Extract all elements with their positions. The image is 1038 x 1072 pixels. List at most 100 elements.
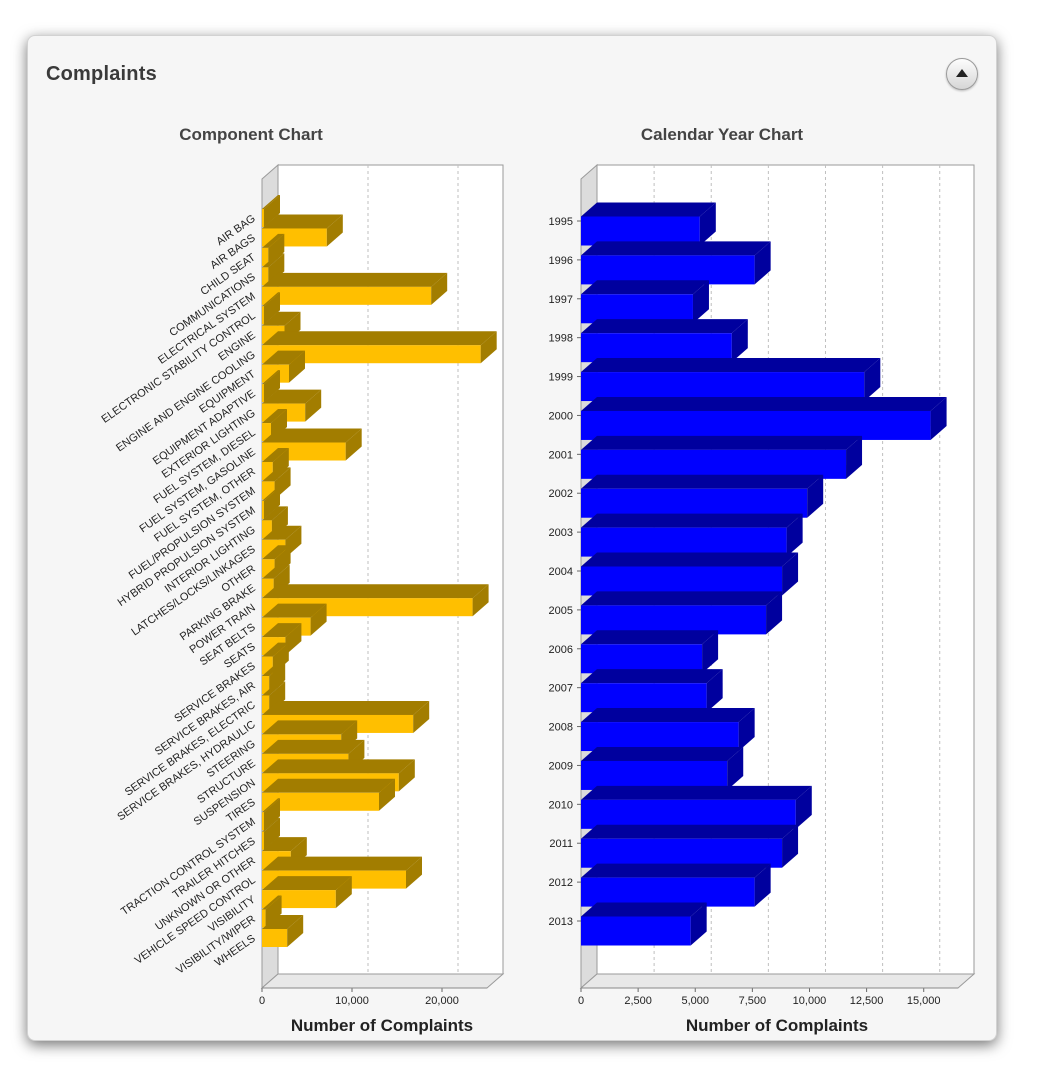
bar-front-face bbox=[581, 799, 796, 829]
bar[interactable] bbox=[581, 319, 748, 363]
bar-end-face bbox=[285, 623, 302, 656]
bar-top-face bbox=[262, 662, 286, 677]
bar-top-face bbox=[262, 876, 352, 891]
bar[interactable] bbox=[581, 669, 723, 713]
bar-top-face bbox=[581, 241, 771, 256]
bar[interactable] bbox=[262, 195, 280, 227]
bar-front-face bbox=[581, 566, 783, 596]
bar-front-face bbox=[262, 520, 272, 539]
bar[interactable] bbox=[262, 233, 285, 266]
bar-front-face bbox=[581, 255, 755, 285]
bar[interactable] bbox=[581, 513, 803, 557]
bar-top-face bbox=[262, 389, 322, 404]
bar[interactable] bbox=[262, 370, 280, 403]
category-label: 2008 bbox=[549, 722, 573, 734]
bar[interactable] bbox=[262, 817, 280, 850]
bar[interactable] bbox=[581, 863, 771, 907]
bar-end-face bbox=[264, 486, 280, 519]
bar[interactable] bbox=[581, 552, 799, 596]
bar-top-face bbox=[581, 202, 716, 217]
bar-end-face bbox=[472, 584, 489, 617]
bar-top-face bbox=[262, 233, 285, 248]
category-label: 1996 bbox=[549, 255, 573, 267]
bar-front-face bbox=[262, 676, 270, 695]
bar[interactable] bbox=[581, 280, 709, 324]
bar-front-face bbox=[262, 247, 269, 266]
chart-calendar-year: Calendar Year Chart 0 2,500 5,000 7,500 10,00… bbox=[549, 125, 976, 1035]
bar-front-face bbox=[581, 605, 767, 635]
category-label: 2005 bbox=[549, 605, 573, 617]
bar[interactable] bbox=[581, 396, 947, 440]
bar[interactable] bbox=[581, 474, 824, 518]
bar-front-face bbox=[581, 372, 865, 402]
bar[interactable] bbox=[262, 331, 497, 364]
bar[interactable] bbox=[581, 824, 799, 868]
bar[interactable] bbox=[581, 591, 783, 635]
x-tick-label: 2,500 bbox=[624, 995, 652, 1007]
bar-front-face bbox=[262, 461, 273, 480]
bar-end-face bbox=[287, 915, 304, 947]
bar[interactable] bbox=[581, 746, 744, 790]
bar-top-face bbox=[262, 564, 290, 579]
bar[interactable] bbox=[262, 253, 285, 286]
bar-top-face bbox=[262, 486, 280, 501]
bar[interactable] bbox=[262, 895, 282, 928]
bar-top-face bbox=[262, 700, 430, 715]
bar[interactable] bbox=[262, 778, 395, 811]
bar[interactable] bbox=[262, 292, 280, 325]
bar-top-face bbox=[262, 895, 282, 910]
bar-end-face bbox=[326, 214, 343, 247]
bar[interactable] bbox=[581, 241, 771, 285]
bar-front-face bbox=[262, 831, 264, 850]
bar-end-face bbox=[786, 513, 803, 557]
bar-top-face bbox=[262, 545, 291, 560]
bar-front-face bbox=[581, 294, 693, 324]
bar[interactable] bbox=[581, 902, 707, 946]
bar-top-face bbox=[581, 746, 744, 761]
bar[interactable] bbox=[581, 435, 863, 479]
bar-front-face bbox=[262, 656, 273, 675]
bar[interactable] bbox=[262, 486, 280, 519]
bar[interactable] bbox=[262, 798, 280, 831]
bar-front-face bbox=[581, 916, 691, 946]
bar[interactable] bbox=[581, 785, 812, 829]
bar-top-face bbox=[581, 591, 783, 606]
bar-end-face bbox=[782, 824, 799, 868]
bar[interactable] bbox=[581, 708, 755, 752]
collapse-button[interactable] bbox=[946, 58, 978, 90]
bar-top-face bbox=[262, 642, 289, 657]
bar-end-face bbox=[807, 474, 824, 518]
bar[interactable] bbox=[581, 202, 716, 246]
bar-top-face bbox=[581, 319, 748, 334]
category-label: 2002 bbox=[549, 488, 573, 500]
bar[interactable] bbox=[262, 272, 448, 305]
bar-top-face bbox=[262, 311, 301, 326]
bar[interactable] bbox=[262, 915, 304, 947]
bar-end-face bbox=[480, 331, 497, 364]
bar[interactable] bbox=[262, 214, 343, 247]
bar-front-face bbox=[262, 909, 266, 928]
bar-front-face bbox=[581, 216, 700, 246]
bar[interactable] bbox=[581, 358, 881, 402]
bar-top-face bbox=[262, 778, 395, 793]
bar-front-face bbox=[262, 423, 271, 442]
bar-top-face bbox=[581, 513, 803, 528]
bar[interactable] bbox=[262, 584, 489, 617]
bar-top-face bbox=[262, 350, 305, 365]
bar-top-face bbox=[262, 253, 285, 268]
bar-top-face bbox=[581, 863, 771, 878]
bar-front-face bbox=[581, 333, 732, 363]
category-label: 2011 bbox=[549, 838, 573, 850]
bar-top-face bbox=[581, 708, 755, 723]
bar-front-face bbox=[581, 488, 808, 518]
category-label: 2012 bbox=[549, 877, 573, 889]
bar-top-face bbox=[262, 739, 365, 754]
bar-end-face bbox=[310, 603, 327, 636]
bar-end-face bbox=[690, 902, 707, 946]
bar-end-face bbox=[731, 319, 748, 363]
bar-end-face bbox=[930, 396, 947, 440]
bar-top-face bbox=[581, 358, 881, 373]
bar-end-face bbox=[706, 669, 723, 713]
bar[interactable] bbox=[581, 630, 719, 674]
